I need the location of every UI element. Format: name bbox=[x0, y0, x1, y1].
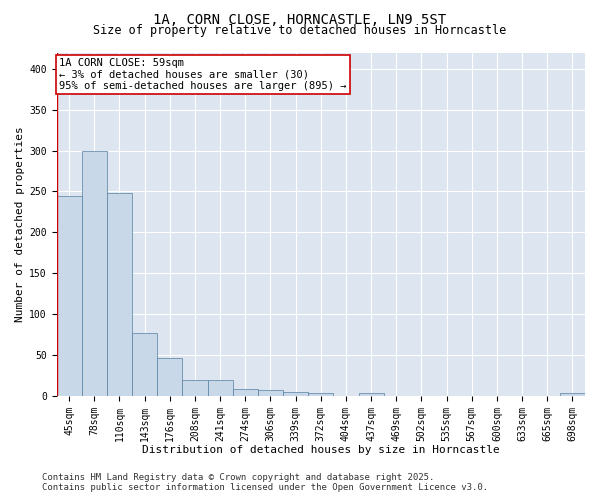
Bar bbox=[56, 196, 82, 396]
Bar bbox=[107, 193, 132, 396]
Text: Contains HM Land Registry data © Crown copyright and database right 2025.
Contai: Contains HM Land Registry data © Crown c… bbox=[42, 473, 488, 492]
Bar bbox=[132, 333, 157, 396]
Text: 1A, CORN CLOSE, HORNCASTLE, LN9 5ST: 1A, CORN CLOSE, HORNCASTLE, LN9 5ST bbox=[154, 12, 446, 26]
Bar bbox=[308, 392, 334, 396]
Bar bbox=[233, 388, 258, 396]
Bar bbox=[157, 358, 182, 396]
X-axis label: Distribution of detached houses by size in Horncastle: Distribution of detached houses by size … bbox=[142, 445, 500, 455]
Text: 1A CORN CLOSE: 59sqm
← 3% of detached houses are smaller (30)
95% of semi-detach: 1A CORN CLOSE: 59sqm ← 3% of detached ho… bbox=[59, 58, 347, 91]
Bar bbox=[82, 150, 107, 396]
Y-axis label: Number of detached properties: Number of detached properties bbox=[15, 126, 25, 322]
Bar bbox=[182, 380, 208, 396]
Text: Size of property relative to detached houses in Horncastle: Size of property relative to detached ho… bbox=[94, 24, 506, 37]
Bar bbox=[560, 394, 585, 396]
Bar bbox=[208, 380, 233, 396]
Bar bbox=[258, 390, 283, 396]
Bar bbox=[283, 392, 308, 396]
Bar bbox=[359, 394, 383, 396]
